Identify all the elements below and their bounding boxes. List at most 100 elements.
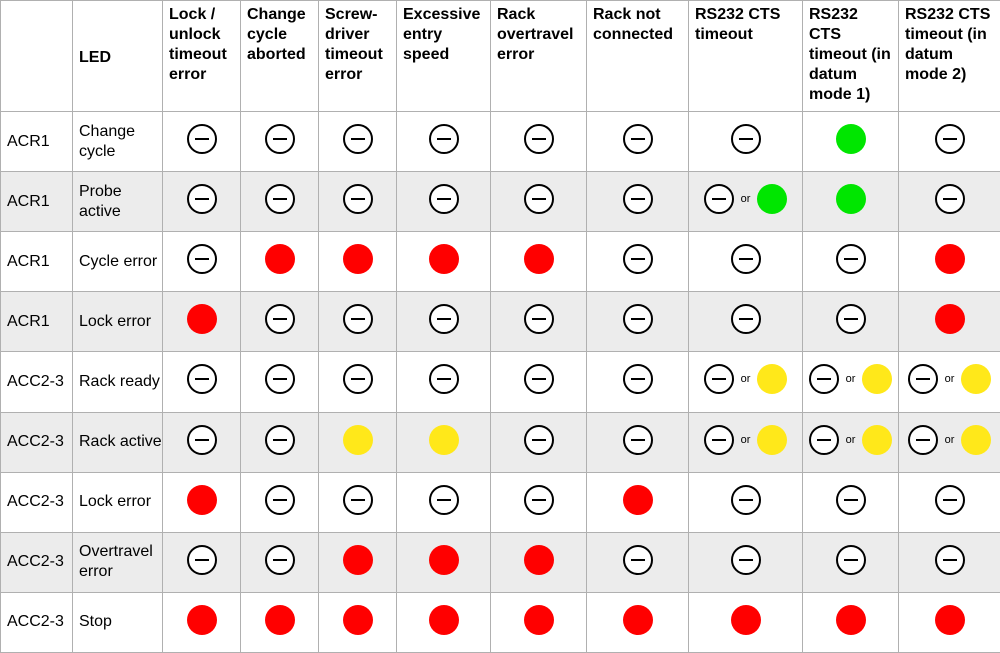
state-indicator: [428, 544, 459, 575]
device-cell: ACC2-3: [0, 591, 73, 653]
state-indicator: [934, 544, 965, 575]
table-row: ACC2-3 Stop: [0, 591, 1000, 653]
state-cell: [802, 291, 899, 353]
state-cell: [396, 291, 491, 353]
led-off-icon: [835, 244, 866, 275]
led-off-icon: [730, 484, 761, 515]
state-cell: or: [898, 411, 1000, 473]
state-cell: [688, 291, 803, 353]
state-indicator: [428, 184, 459, 215]
led-off-icon: [264, 184, 295, 215]
led-off-icon: [907, 424, 938, 455]
state-cell: [586, 110, 689, 173]
state-indicator: or: [907, 364, 992, 395]
state-indicator: [264, 604, 295, 635]
state-cell: [586, 411, 689, 473]
led-red-icon: [186, 304, 217, 335]
state-indicator: [622, 304, 653, 335]
led-yellow-icon: [961, 424, 992, 455]
state-indicator: [428, 244, 459, 275]
device-cell: ACR1: [0, 291, 73, 353]
state-cell: [162, 471, 241, 533]
led-red-icon: [934, 604, 965, 635]
state-cell: [162, 351, 241, 413]
led-off-icon: [186, 244, 217, 275]
led-off-icon: [264, 484, 295, 515]
state-cell: [318, 171, 397, 233]
state-cell: [240, 471, 319, 533]
led-off-icon: [523, 484, 554, 515]
state-cell: [802, 531, 899, 593]
led-yellow-icon: [862, 424, 893, 455]
led-off-icon: [622, 424, 653, 455]
led-name-cell: Change cycle: [72, 110, 163, 173]
device-cell: ACR1: [0, 110, 73, 173]
table-row: ACR1 Probe active or: [0, 171, 1000, 233]
state-cell: [318, 110, 397, 173]
state-indicator: [934, 244, 965, 275]
state-indicator: [523, 424, 554, 455]
led-red-icon: [428, 604, 459, 635]
state-indicator: [523, 604, 554, 635]
state-indicator: [428, 604, 459, 635]
state-indicator: [730, 544, 761, 575]
led-off-icon: [342, 184, 373, 215]
state-indicator: [342, 244, 373, 275]
state-cell: [318, 411, 397, 473]
state-indicator: [835, 544, 866, 575]
led-red-icon: [934, 244, 965, 275]
led-green-icon: [835, 124, 866, 155]
state-indicator: [934, 304, 965, 335]
state-cell: [318, 591, 397, 653]
state-cell: [318, 291, 397, 353]
state-indicator: [264, 424, 295, 455]
state-cell: or: [802, 351, 899, 413]
state-indicator: [428, 364, 459, 395]
led-off-icon: [264, 124, 295, 155]
state-indicator: [622, 424, 653, 455]
state-cell: [396, 411, 491, 473]
state-cell: [396, 531, 491, 593]
led-off-icon: [622, 124, 653, 155]
led-red-icon: [622, 604, 653, 635]
state-indicator: [523, 184, 554, 215]
led-red-icon: [264, 244, 295, 275]
led-yellow-icon: [862, 364, 893, 395]
state-indicator: [342, 364, 373, 395]
header-state: RS232 CTS timeout (in datum mode 2): [898, 0, 1000, 112]
state-indicator: [835, 184, 866, 215]
state-indicator: [186, 424, 217, 455]
state-cell: [898, 531, 1000, 593]
state-cell: [898, 110, 1000, 173]
led-name-cell: Lock error: [72, 471, 163, 533]
state-cell: [802, 171, 899, 233]
state-cell: [490, 591, 587, 653]
state-cell: [586, 171, 689, 233]
or-label: or: [944, 433, 955, 446]
state-cell: [688, 591, 803, 653]
header-state: Change cycle aborted: [240, 0, 319, 112]
led-yellow-icon: [342, 424, 373, 455]
led-off-icon: [186, 184, 217, 215]
led-off-icon: [622, 364, 653, 395]
header-state: Rack overtravel error: [490, 0, 587, 112]
state-cell: [898, 471, 1000, 533]
state-indicator: [835, 304, 866, 335]
state-cell: [586, 531, 689, 593]
or-label: or: [740, 373, 751, 386]
state-cell: [240, 531, 319, 593]
state-indicator: [730, 484, 761, 515]
state-indicator: [934, 484, 965, 515]
state-cell: [396, 110, 491, 173]
led-off-icon: [622, 244, 653, 275]
led-red-icon: [428, 244, 459, 275]
table-row: ACR1 Lock error: [0, 291, 1000, 353]
state-cell: [240, 110, 319, 173]
led-yellow-icon: [428, 424, 459, 455]
state-indicator: [342, 304, 373, 335]
led-red-icon: [934, 304, 965, 335]
state-cell: [490, 110, 587, 173]
state-cell: [318, 531, 397, 593]
led-yellow-icon: [757, 424, 788, 455]
state-cell: [162, 591, 241, 653]
